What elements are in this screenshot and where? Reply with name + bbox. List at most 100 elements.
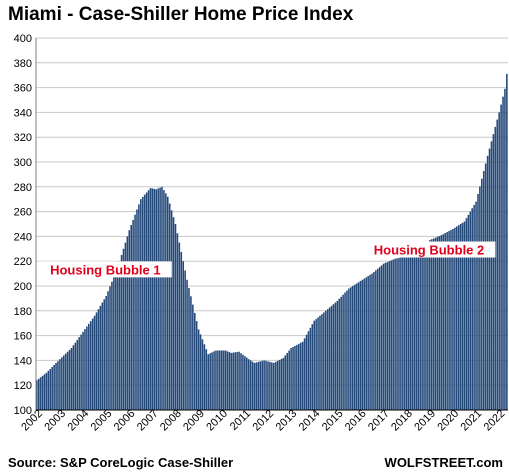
bar <box>178 242 181 410</box>
bar <box>390 260 393 410</box>
bar <box>165 193 167 410</box>
bar <box>461 222 464 410</box>
bar <box>247 359 250 410</box>
bar <box>442 234 445 410</box>
bar <box>207 354 210 410</box>
bar <box>396 258 398 410</box>
bar <box>265 360 267 410</box>
y-tick-label: 400 <box>14 33 32 45</box>
bar <box>124 242 127 410</box>
bar <box>299 342 302 410</box>
x-tick-label: 2005 <box>89 408 115 434</box>
bar <box>136 209 138 410</box>
bar <box>359 281 362 410</box>
x-tick-label: 2014 <box>297 408 323 434</box>
bar <box>477 193 479 410</box>
bar <box>161 186 163 410</box>
bar <box>130 224 132 410</box>
bar <box>326 309 329 410</box>
bar <box>452 228 454 410</box>
bar <box>157 188 159 410</box>
bar <box>400 257 402 410</box>
bar <box>403 256 406 410</box>
bar <box>159 187 161 410</box>
bar <box>86 326 88 410</box>
bar <box>242 354 244 410</box>
y-tick-label: 120 <box>14 380 32 392</box>
bar <box>97 309 100 410</box>
bar <box>409 253 412 410</box>
bar <box>363 278 366 410</box>
bar <box>317 317 319 410</box>
bar <box>190 296 192 410</box>
bar <box>294 345 296 410</box>
bar <box>59 359 61 410</box>
bar <box>107 291 109 410</box>
bar <box>53 364 55 410</box>
y-tick-label: 260 <box>14 207 32 219</box>
bar <box>469 211 472 410</box>
bar <box>328 307 331 410</box>
bar <box>55 363 57 410</box>
x-tick-label: 2020 <box>435 408 461 434</box>
bar <box>217 350 219 410</box>
x-tick-label: 2010 <box>204 408 230 434</box>
bar <box>448 231 450 410</box>
bar <box>484 163 487 410</box>
bar <box>114 272 117 410</box>
bar <box>457 225 460 410</box>
bar <box>284 355 287 410</box>
bar <box>319 315 321 410</box>
bar <box>336 300 339 410</box>
bar <box>386 262 389 410</box>
bar <box>226 351 229 410</box>
bar <box>434 237 437 410</box>
bar <box>68 349 71 410</box>
bar <box>64 353 67 410</box>
bar <box>423 244 425 410</box>
bar <box>496 119 499 410</box>
bar <box>61 357 63 410</box>
bar <box>311 324 314 410</box>
bar <box>184 270 186 410</box>
bar <box>143 194 146 410</box>
bar <box>272 362 275 410</box>
bar <box>147 190 150 410</box>
annotation-box <box>362 241 496 258</box>
x-tick-label: 2013 <box>274 408 300 434</box>
bar <box>168 203 171 410</box>
annotation-label: Housing Bubble 2 <box>374 243 485 258</box>
bar <box>355 283 358 410</box>
bar <box>84 329 86 410</box>
bar <box>236 351 238 410</box>
bar <box>201 339 204 410</box>
bar <box>473 205 475 410</box>
bar <box>88 323 90 410</box>
bar <box>138 204 140 410</box>
bar <box>39 377 42 410</box>
bar <box>367 276 369 410</box>
bar <box>298 343 300 410</box>
bar <box>215 350 217 410</box>
y-tick-label: 280 <box>14 182 32 194</box>
bar <box>122 248 125 410</box>
bar <box>182 261 184 410</box>
bar <box>70 348 73 410</box>
bar <box>259 361 262 410</box>
bar <box>373 271 375 410</box>
bar <box>41 375 44 410</box>
bar <box>37 378 40 410</box>
bar <box>344 292 346 410</box>
bar <box>93 315 96 410</box>
bar <box>271 362 273 410</box>
bar <box>506 73 508 411</box>
x-tick-label: 2004 <box>66 408 92 434</box>
bar <box>463 221 466 410</box>
bar <box>219 350 221 410</box>
bar <box>402 257 404 410</box>
bar <box>99 305 102 410</box>
bar <box>230 352 233 410</box>
bar <box>274 361 277 410</box>
bar <box>105 295 107 410</box>
